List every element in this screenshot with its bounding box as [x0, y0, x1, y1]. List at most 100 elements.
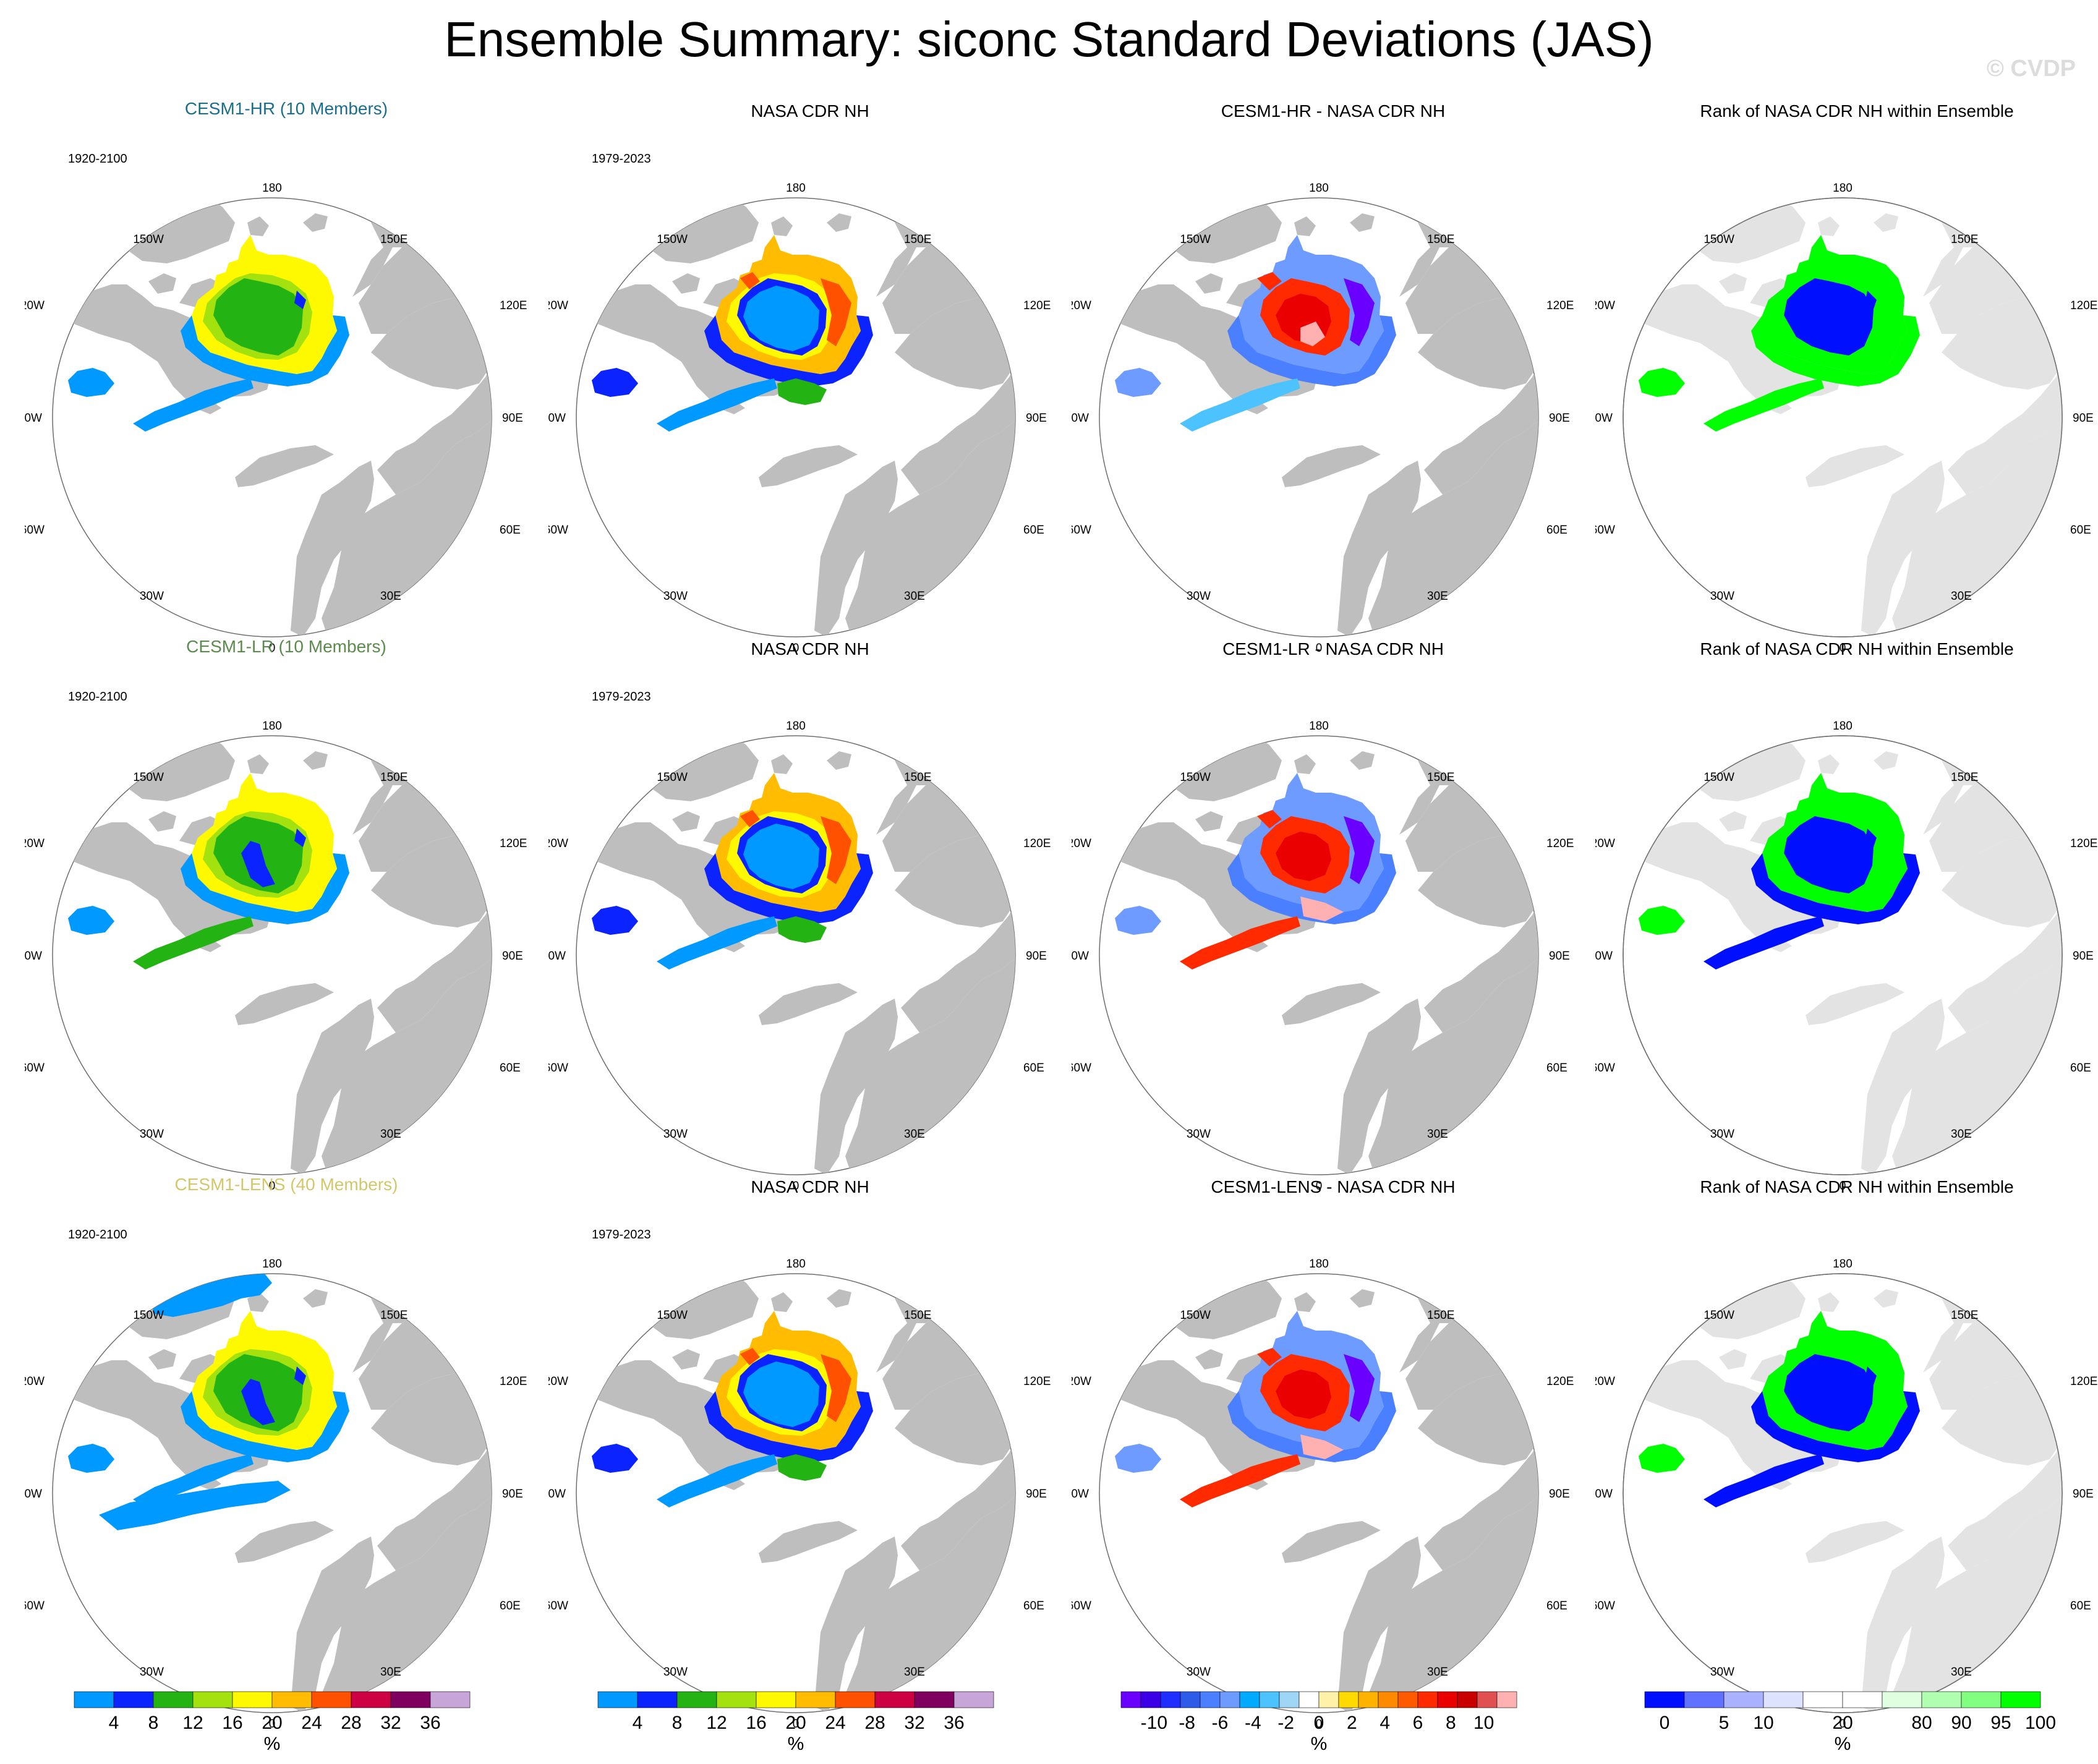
colorbar-tick-label: 12 [182, 1713, 203, 1733]
coord-label-top: 180 [786, 182, 806, 195]
coord-label-l3: 60W [1595, 1062, 1615, 1075]
coord-label-r3: 60E [2070, 1600, 2091, 1613]
panel-title: Rank of NASA CDR NH within Ensemble [1700, 1177, 2014, 1196]
colorbar-unit: % [1835, 1734, 1851, 1754]
colorbar-swatch [1338, 1691, 1359, 1708]
panel-title: Rank of NASA CDR NH within Ensemble [1700, 639, 2014, 658]
coord-label-bl: 30W [140, 1666, 164, 1679]
coord-label-tl: 150W [657, 233, 688, 246]
colorbar-tick-label: 95 [1990, 1713, 2011, 1733]
colorbar-tick-label: 12 [706, 1713, 727, 1733]
coord-label-tl: 150W [133, 233, 164, 246]
period-label: 1979-2023 [592, 690, 651, 704]
coord-label-tr: 150E [904, 771, 931, 784]
panel-title: CESM1-HR - NASA CDR NH [1221, 101, 1446, 121]
coord-label-top: 180 [1309, 182, 1329, 195]
coord-label-br: 30E [1427, 1666, 1448, 1679]
map-panel-ensemble: CESM1-LENS (40 Members)1800150W150E120W1… [25, 1175, 548, 1731]
colorbar-tick-label: 36 [944, 1713, 964, 1733]
coord-label-tl: 150W [1180, 1309, 1211, 1322]
colorbar-swatch [1200, 1691, 1221, 1708]
coord-label-bl: 30W [663, 1128, 688, 1141]
coord-label-bl: 30W [1187, 1128, 1211, 1141]
coord-label-bottom: 0 [1840, 642, 1846, 655]
period-label: 1979-2023 [592, 1228, 651, 1242]
coord-label-r3: 60E [500, 524, 521, 537]
coord-label-r1: 120E [1023, 1375, 1051, 1388]
coord-label-tr: 150E [380, 233, 407, 246]
polar-map: 180 0 150W 150E 120W 120E 90W 90E 60W 60E 30W 30E [548, 720, 1051, 1193]
coord-label-r1: 120E [2070, 837, 2097, 850]
map-panel-rank: Rank of NASA CDR NH within Ensemble 180 0 1… [1595, 1175, 2098, 1731]
colorbar-swatch [1378, 1691, 1399, 1708]
panel-title: CESM1-HR (10 Members) [184, 99, 388, 118]
colorbar-tick-label: 0 [1660, 1713, 1670, 1733]
colorbar-tick-label: 6 [1413, 1713, 1423, 1733]
coord-label-bl: 30W [1710, 1666, 1734, 1679]
period-label: 1920-2100 [68, 1228, 127, 1242]
coord-label-r2: 90E [1549, 1488, 1570, 1501]
coord-label-br: 30E [1427, 590, 1448, 603]
colorbar-tick-label: 20 [1832, 1713, 1853, 1733]
polar-map: 180 0 150W 150E 120W 120E 90W 90E 60W 60E 30W 30E [548, 1258, 1051, 1731]
coord-label-l3: 60W [1072, 1600, 1091, 1613]
colorbar: 4 8 12 16 20 24 28 32 36% [25, 1687, 548, 1761]
polar-map: 180 0 150W 150E 120W 120E 90W 90E 60W 60E 30W 30E [25, 182, 527, 655]
colorbar-swatch [676, 1691, 717, 1708]
coord-label-bottom: 0 [793, 1180, 800, 1193]
colorbar-tick-label: 8 [1446, 1713, 1456, 1733]
coord-label-r2: 90E [1549, 412, 1570, 425]
colorbar-tick-label: 28 [864, 1713, 885, 1733]
coord-label-tl: 150W [1704, 771, 1734, 784]
panel-title: CESM1-LR (10 Members) [186, 637, 386, 656]
map-panel-diff: CESM1-HR - NASA CDR NH 180 0 150W 150E 120W 12… [1072, 99, 1595, 655]
map-panel-obs: NASA CDR NH 180 0 150W 150E 120W 120E 90W 90E 60W… [548, 99, 1072, 655]
map-panel-ensemble: CESM1-HR (10 Members) 180 0 150W 150E 120W 120… [25, 99, 548, 655]
coord-label-tr: 150E [1951, 1309, 1978, 1322]
coord-label-l2: 90W [25, 950, 42, 963]
colorbar-swatch [311, 1691, 352, 1708]
coord-label-r3: 60E [2070, 1062, 2091, 1075]
coord-label-bottom: 0 [1316, 1718, 1323, 1731]
colorbar-swatch [1417, 1691, 1438, 1708]
coord-label-br: 30E [1951, 1128, 1972, 1141]
coord-label-r2: 90E [502, 1488, 523, 1501]
colorbar-swatch [1160, 1691, 1181, 1708]
panel-title: NASA CDR NH [751, 639, 869, 658]
coord-label-top: 180 [1833, 182, 1853, 195]
coord-label-l3: 60W [548, 524, 568, 537]
colorbar-tick-label: -6 [1212, 1713, 1229, 1733]
coord-label-r2: 90E [2073, 1488, 2094, 1501]
coord-label-bottom: 0 [793, 1718, 800, 1731]
coord-label-l2: 90W [1072, 950, 1089, 963]
coord-label-l1: 120W [25, 299, 45, 312]
colorbar-tick-label: 36 [420, 1713, 440, 1733]
coord-label-tr: 150E [1951, 233, 1978, 246]
coord-label-tr: 150E [380, 1309, 407, 1322]
coord-label-bottom: 0 [269, 1718, 276, 1731]
coord-label-bottom: 0 [793, 642, 800, 655]
colorbar-swatch [1358, 1691, 1379, 1708]
coord-label-tl: 150W [1704, 233, 1734, 246]
coord-label-l1: 120W [1072, 837, 1091, 850]
coord-label-l2: 90W [1595, 412, 1613, 425]
colorbar-swatch [914, 1691, 955, 1708]
coord-label-l3: 60W [1072, 1062, 1091, 1075]
colorbar-swatch [390, 1691, 431, 1708]
coord-label-r3: 60E [1023, 1600, 1044, 1613]
map-panel-diff: CESM1-LR - NASA CDR NH 180 0 150W 150E 120W 12… [1072, 637, 1595, 1193]
coord-label-l3: 60W [1595, 1600, 1615, 1613]
coord-label-bottom: 0 [269, 642, 276, 655]
colorbar-swatch [1259, 1691, 1280, 1708]
colorbar: 4 8 12 16 20 24 28 32 36% [548, 1687, 1072, 1761]
coord-label-l3: 60W [25, 1600, 45, 1613]
colorbar-tick-label: 2 [1347, 1713, 1357, 1733]
coord-label-tr: 150E [904, 233, 931, 246]
colorbar-swatch [232, 1691, 273, 1708]
coord-label-l2: 90W [548, 950, 566, 963]
colorbar-swatch [1882, 1691, 1922, 1708]
colorbar-tick-label: -8 [1179, 1713, 1195, 1733]
coord-label-r2: 90E [1026, 412, 1047, 425]
coord-label-tr: 150E [1427, 1309, 1454, 1322]
colorbar-swatch [1437, 1691, 1458, 1708]
